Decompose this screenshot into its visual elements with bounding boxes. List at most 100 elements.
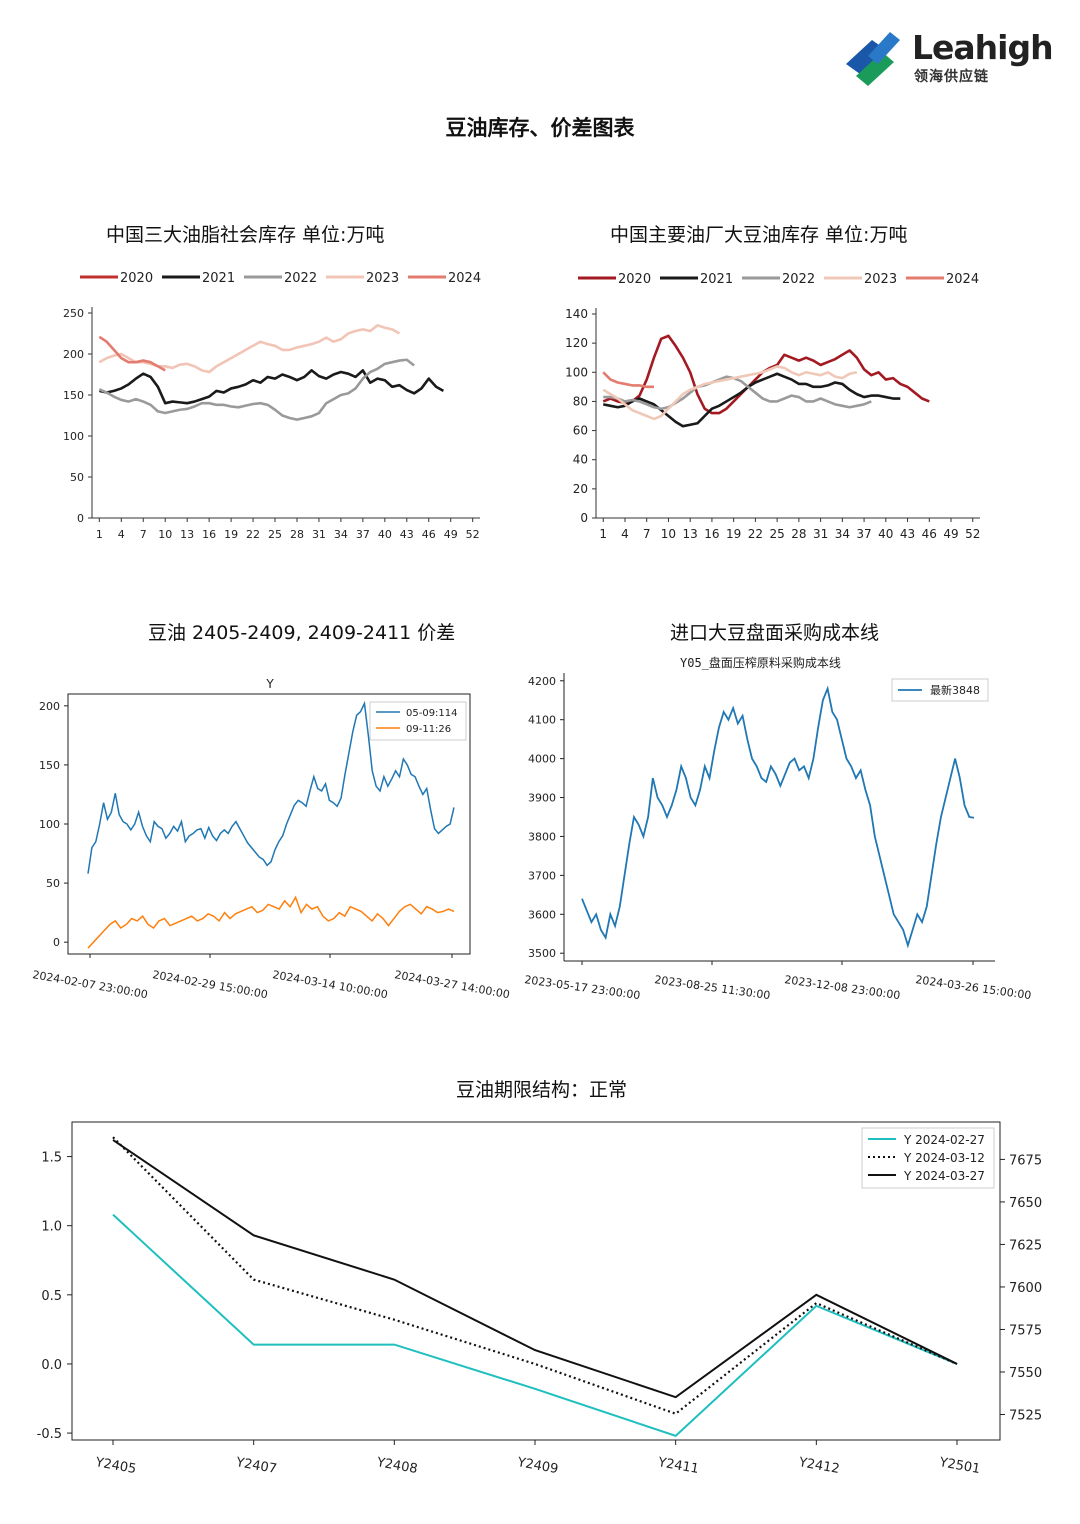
x-tick-label: 34 [334, 528, 348, 541]
y2-tick-label: 7550 [1009, 1366, 1042, 1381]
y-tick-label: 100 [565, 365, 588, 379]
x-tick-label: 40 [878, 527, 893, 541]
y-tick-label: 3900 [528, 792, 556, 805]
legend-label: 05-09:114 [406, 708, 458, 719]
x-tick-label: 2024-03-27 14:00:00 [393, 968, 510, 1001]
y2-tick-label: 7650 [1009, 1196, 1042, 1211]
legend-label: 2021 [202, 271, 235, 286]
x-tick-label: 43 [400, 528, 414, 541]
chart-mill-inventory: 0 20 40 60 80 100 120 140 1 4 7 10 13 16 19 22 25 28 31 34 3… [565, 272, 980, 541]
y-tick-label: 80 [573, 394, 588, 408]
y-tick-label: 0 [53, 936, 60, 949]
y-tick-label: 4200 [528, 675, 556, 688]
x-tick-label: 1 [599, 527, 607, 541]
x-tick-label: 2024-02-29 15:00:00 [151, 968, 268, 1001]
inner-title: Y [265, 677, 274, 691]
y-tick-label: 100 [63, 430, 84, 443]
y-tick-label: 40 [573, 453, 588, 467]
y-tick-label: 3600 [528, 908, 556, 921]
x-tick-label: 25 [268, 528, 282, 541]
x-tick-label: 4 [118, 528, 125, 541]
x-tick-label: 22 [748, 527, 763, 541]
y-tick-label: 4100 [528, 714, 556, 727]
series-line-cost [581, 685, 975, 949]
y-tick-label: -0.5 [37, 1427, 62, 1442]
x-tick-label: 19 [726, 527, 741, 541]
y-tick-label: 150 [63, 389, 84, 402]
legend-label: 2024 [946, 272, 979, 287]
x-tick-label: 16 [202, 528, 216, 541]
x-tick-label: Y2409 [515, 1455, 559, 1477]
chart-spread: Y 0 50 100 150 200 2024-02-07 23:00:00 2024-02-… [31, 677, 510, 1001]
x-tick-label: 22 [246, 528, 260, 541]
legend-label: 2022 [782, 272, 815, 287]
x-tick-label: 37 [356, 528, 370, 541]
legend-label: Y 2024-03-12 [903, 1151, 985, 1165]
y2-tick-label: 7675 [1009, 1153, 1042, 1168]
x-tick-label: 40 [378, 528, 392, 541]
x-tick-label: 4 [621, 527, 629, 541]
series-line-2024 [602, 371, 654, 389]
y2-tick-label: 7600 [1009, 1281, 1042, 1296]
series-line-09-11:26 [87, 895, 455, 949]
x-tick-label: 10 [158, 528, 172, 541]
y-tick-label: 3800 [528, 830, 556, 843]
x-tick-label: 46 [922, 527, 937, 541]
x-tick-label: 7 [643, 527, 651, 541]
leahigh-logo [846, 32, 900, 86]
series-line-2021 [99, 369, 445, 405]
y-tick-label: 60 [573, 424, 588, 438]
x-tick-label: 2023-08-25 11:30:00 [654, 973, 772, 1002]
legend-label: 2023 [366, 271, 399, 286]
y-tick-label: 100 [39, 818, 60, 831]
x-tick-label: 13 [180, 528, 194, 541]
logo-wordmark: Leahigh [912, 28, 1054, 67]
chart4-title: 进口大豆盘面采购成本线 [670, 622, 880, 644]
legend-box [369, 701, 467, 741]
legend-label: 最新3848 [930, 683, 980, 697]
logo-subtitle: 领海供应链 [914, 69, 989, 85]
legend-label: 2020 [618, 272, 651, 287]
legend-label: 2024 [448, 271, 481, 286]
chart-term-structure: -0.5 0.0 0.5 1.0 1.5 7525 7550 7575 7600 7625 7650… [37, 1121, 1042, 1477]
chart3-title: 豆油 2405-2409, 2409-2411 价差 [148, 622, 456, 644]
y-tick-label: 3500 [528, 947, 556, 960]
x-tick-label: 10 [661, 527, 676, 541]
legend-label: Y 2024-03-27 [903, 1169, 985, 1183]
x-tick-label: 46 [422, 528, 436, 541]
y-tick-label: 0 [580, 511, 588, 525]
y2-tick-label: 7525 [1009, 1408, 1042, 1423]
chart2-title: 中国主要油厂大豆油库存 单位:万吨 [610, 224, 908, 246]
series-line-05-09:114 [87, 700, 455, 874]
y2-tick-label: 7625 [1009, 1238, 1042, 1253]
x-tick-label: 49 [943, 527, 958, 541]
series-line-2024 [98, 335, 166, 372]
y-tick-label: 50 [70, 471, 84, 484]
x-tick-label: 52 [965, 527, 980, 541]
x-tick-label: 2024-03-14 10:00:00 [271, 968, 388, 1001]
x-tick-label: 13 [683, 527, 698, 541]
y-tick-label: 120 [565, 336, 588, 350]
y-tick-label: 250 [63, 307, 84, 320]
legend-box [891, 678, 989, 702]
y-tick-label: 0 [77, 512, 84, 525]
x-tick-label: Y2501 [937, 1455, 981, 1477]
x-tick-label: 49 [444, 528, 458, 541]
series-line-2023 [602, 365, 858, 421]
x-tick-label: 19 [224, 528, 238, 541]
x-tick-label: 43 [900, 527, 915, 541]
chart-cost-line: 3500 3600 3700 3800 3900 4000 4100 4200 2023-05-… [524, 673, 1033, 1002]
series-line-2023 [98, 324, 401, 374]
y-tick-label: 200 [63, 348, 84, 361]
x-tick-label: 2023-12-08 23:00:00 [784, 973, 902, 1002]
y-tick-label: 200 [39, 700, 60, 713]
series-line-2020 [602, 334, 930, 415]
y-tick-label: 4000 [528, 753, 556, 766]
y-tick-label: 150 [39, 759, 60, 772]
legend-label: 2021 [700, 272, 733, 287]
x-tick-label: 2024-03-26 15:00:00 [915, 973, 1033, 1002]
legend-label: 2020 [120, 271, 153, 286]
x-tick-label: 2023-05-17 23:00:00 [524, 973, 642, 1002]
x-tick-label: 2024-02-07 23:00:00 [31, 968, 148, 1001]
x-tick-label: 1 [96, 528, 103, 541]
